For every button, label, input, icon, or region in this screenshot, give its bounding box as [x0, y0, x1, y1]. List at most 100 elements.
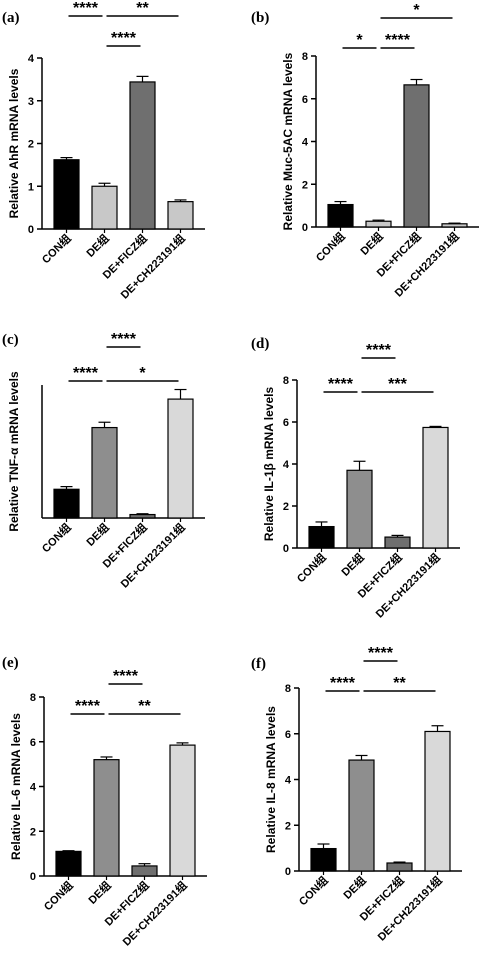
- significance-label: ****: [328, 376, 354, 393]
- y-tick-label: 6: [283, 417, 289, 429]
- significance-label: ****: [111, 331, 137, 348]
- significance-label: *: [413, 2, 420, 19]
- y-tick-label: 0: [302, 222, 308, 234]
- significance-label: *: [139, 365, 146, 382]
- x-category-label: CON组: [39, 231, 74, 266]
- chart-panel: (b) Relative Muc-5AC mRNA levels 0 2 4 6 8 CON组…: [251, 2, 479, 299]
- x-category-label: CON组: [313, 229, 348, 264]
- x-category-label: DE组: [357, 229, 385, 257]
- panel-label: (e): [2, 655, 19, 671]
- y-tick-label: 6: [30, 737, 36, 749]
- significance-label: ****: [75, 698, 101, 715]
- bar: [424, 730, 451, 872]
- significance-label: **: [138, 698, 151, 715]
- chart-panel: (f) Relative IL-8 mRNA levels 0 2 4 6 8 CON组 DE组…: [251, 645, 462, 943]
- y-axis-label: Relative IL-8 mRNA levels: [264, 706, 278, 853]
- significance-label: **: [393, 675, 406, 692]
- significance-label: ****: [73, 0, 99, 17]
- panel-label: (c): [2, 332, 19, 348]
- bar: [129, 513, 156, 519]
- bar: [91, 185, 118, 230]
- significance-label: ****: [385, 32, 411, 49]
- bar: [348, 759, 375, 872]
- x-category-label: DE+CH223191组: [372, 550, 442, 620]
- bar: [310, 847, 337, 872]
- x-category-label: DE+CH223191组: [117, 231, 187, 301]
- y-tick-label: 0: [285, 866, 291, 878]
- panel-label: (d): [251, 336, 269, 352]
- significance-label: *: [356, 32, 363, 49]
- bar: [386, 862, 413, 872]
- bar: [169, 744, 196, 877]
- y-tick-label: 1: [28, 181, 34, 193]
- panel-label: (a): [2, 10, 20, 26]
- y-tick-label: 0: [30, 871, 36, 883]
- y-tick-label: 2: [283, 501, 289, 513]
- bar: [55, 850, 82, 877]
- y-axis-label: Relative IL-6 mRNA levels: [9, 713, 23, 860]
- y-axis-label: Relative IL-1β mRNA levels: [262, 387, 276, 542]
- significance-label: ****: [111, 30, 137, 47]
- y-tick-label: 4: [302, 137, 309, 149]
- chart-panel: (d) Relative IL-1β mRNA levels 0 2 4 6 8 CON组 DE…: [251, 336, 460, 620]
- x-category-label: CON组: [296, 873, 331, 908]
- x-category-label: DE组: [83, 231, 111, 259]
- y-axis-label: Relative Muc-5AC mRNA levels: [281, 52, 295, 230]
- significance-label: ****: [330, 675, 356, 692]
- y-tick-label: 6: [302, 94, 308, 106]
- bar: [91, 426, 118, 519]
- y-tick-label: 6: [285, 729, 291, 741]
- y-tick-label: 8: [302, 51, 308, 63]
- y-tick-label: 4: [30, 782, 37, 794]
- y-axis-label: Relative AhR mRNA levels: [7, 68, 21, 218]
- panel-label: (b): [251, 10, 269, 26]
- x-category-label: DE+CH223191组: [117, 520, 187, 590]
- bar: [346, 469, 373, 549]
- y-tick-label: 2: [302, 179, 308, 191]
- x-category-label: DE+CH223191组: [374, 873, 444, 943]
- bar: [403, 84, 430, 228]
- chart-panel: (a) Relative AhR mRNA levels 0 1 2 3 4 CON组 DE组D…: [2, 0, 205, 301]
- bar: [365, 220, 392, 228]
- x-category-label: DE组: [338, 550, 366, 578]
- y-tick-label: 0: [283, 543, 289, 555]
- x-category-label: DE+CH223191组: [391, 229, 461, 299]
- bar: [53, 488, 80, 519]
- bar: [93, 759, 120, 877]
- chart-panel: (e) Relative IL-6 mRNA levels 0 2 4 6 8 CON组 DE组…: [2, 655, 207, 948]
- significance-label: ****: [368, 645, 394, 662]
- y-tick-label: 0: [28, 224, 34, 236]
- panel-label: (f): [251, 656, 266, 672]
- y-tick-label: 8: [283, 375, 289, 387]
- bar: [129, 81, 156, 230]
- bar: [327, 203, 354, 228]
- y-tick-label: 2: [28, 139, 34, 151]
- x-category-label: CON组: [39, 520, 74, 555]
- significance-label: ***: [388, 376, 407, 393]
- bar: [167, 398, 194, 519]
- y-tick-label: 2: [30, 826, 36, 838]
- x-category-label: CON组: [294, 550, 329, 585]
- bar: [441, 223, 468, 228]
- bar: [167, 201, 194, 230]
- y-axis-label: Relative TNF-α mRNA levels: [7, 371, 21, 532]
- x-category-label: DE组: [85, 878, 113, 906]
- bar: [384, 536, 411, 549]
- significance-label: ****: [113, 668, 139, 685]
- y-tick-label: 8: [30, 692, 36, 704]
- bar: [422, 426, 449, 549]
- y-tick-label: 3: [28, 96, 34, 108]
- bar: [131, 865, 158, 877]
- x-category-label: DE+CH223191组: [119, 878, 189, 948]
- y-tick-label: 8: [285, 683, 291, 695]
- significance-label: ****: [73, 365, 99, 382]
- x-category-label: DE组: [340, 873, 368, 901]
- x-category-label: DE组: [83, 520, 111, 548]
- y-tick-label: 4: [283, 459, 290, 471]
- x-category-label: CON组: [41, 878, 76, 913]
- y-tick-label: 4: [28, 53, 35, 65]
- y-tick-label: 2: [285, 820, 291, 832]
- y-tick-label: 4: [285, 775, 292, 787]
